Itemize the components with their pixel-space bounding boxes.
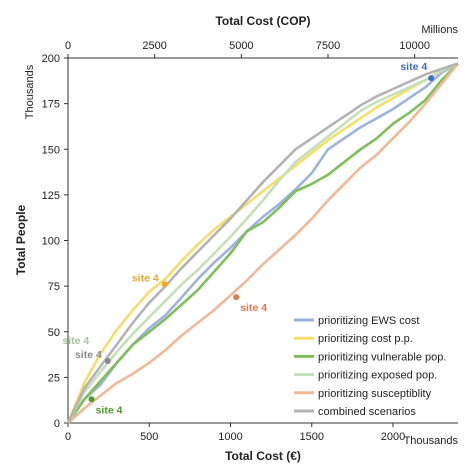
site-annotation-label: site 4	[75, 349, 102, 361]
series-line-4	[66, 62, 459, 424]
legend-label: prioritizing vulnerable pop.	[318, 351, 446, 363]
series-line-3	[66, 62, 459, 424]
x-tick-label: 0	[65, 431, 71, 443]
x2-axis-unit: Millions	[421, 24, 458, 36]
y-tick-label: 200	[42, 53, 60, 65]
legend: prioritizing EWS cost prioritizing cost p…	[294, 315, 446, 418]
y-axis-title: Total People	[14, 204, 28, 275]
site-annotation-label: site 4	[400, 61, 427, 73]
legend-label: prioritizing cost p.p.	[318, 333, 413, 345]
y-axis-unit: Thousands	[24, 64, 36, 119]
site-marker	[104, 357, 111, 364]
y-tick-label: 0	[54, 418, 60, 430]
site-annotation-label: site 4	[132, 272, 159, 284]
site-marker	[88, 396, 95, 403]
series-line-5	[67, 62, 460, 424]
legend-label: prioritizing EWS cost	[318, 315, 419, 327]
series-line-2	[66, 62, 459, 424]
x2-axis-title: Total Cost (COP)	[215, 14, 310, 28]
x2-tick-label: 0	[65, 40, 71, 52]
legend-label: prioritizing susceptiblity	[318, 388, 432, 400]
x-axis-title: Total Cost (€)	[225, 449, 301, 463]
site-annotation-label: site 4	[240, 302, 267, 314]
y-tick-label: 150	[42, 144, 60, 156]
legend-label: combined scenarios	[318, 406, 416, 418]
site-annotation-label: site 4	[62, 335, 89, 347]
site-annotation-label: site 4	[96, 404, 123, 416]
x2-tick-label: 2500	[142, 40, 166, 52]
y-tick-label: 100	[42, 236, 60, 248]
y-tick-label: 25	[48, 372, 60, 384]
y-tick-label: 75	[48, 281, 60, 293]
x-tick-label: 1000	[218, 431, 242, 443]
y-tick-label: 50	[48, 327, 60, 339]
axes: 0 500 1000 1500 2000 0 2500 5000 7500 10000 0 25 50 7…	[14, 14, 458, 463]
x2-tick-label: 5000	[229, 40, 253, 52]
y-tick-label: 175	[42, 99, 60, 111]
site-marker	[233, 294, 240, 301]
x2-tick-label: 7500	[316, 40, 340, 52]
series-lines	[66, 62, 460, 424]
series-line-6	[66, 62, 459, 424]
x2-tick-label: 10000	[399, 40, 430, 52]
x-tick-label: 500	[140, 431, 158, 443]
x-axis-unit: Thousands	[404, 435, 459, 447]
site-marker	[428, 75, 435, 82]
site-marker	[161, 281, 168, 288]
site-annotations: site 4 site 4 site 4 site 4 site 4 site 4	[62, 61, 435, 416]
y-tick-label: 125	[42, 190, 60, 202]
legend-label: prioritizing exposed pop.	[318, 370, 437, 382]
x-tick-label: 2000	[381, 431, 405, 443]
x-tick-label: 1500	[300, 431, 324, 443]
